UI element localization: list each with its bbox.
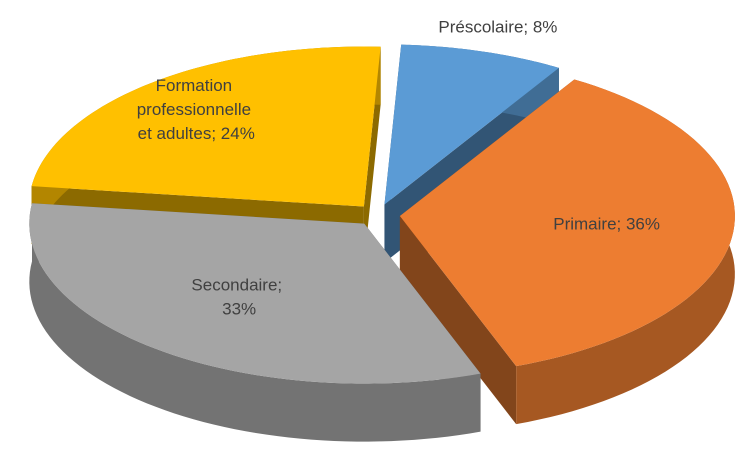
slice-top	[29, 203, 481, 384]
slice-top	[399, 79, 735, 367]
data-label: Formation professionnelle et adultes; 24…	[137, 76, 256, 143]
data-label: Préscolaire; 8%	[438, 18, 557, 37]
slice	[29, 203, 481, 442]
slice-wall	[29, 203, 481, 442]
data-label-line: Préscolaire; 8%	[438, 18, 557, 37]
data-label-line: et adultes; 24%	[138, 124, 255, 143]
data-label-line: professionnelle	[137, 100, 256, 119]
data-label-line: Secondaire;	[191, 276, 286, 295]
slice-side	[399, 216, 517, 425]
data-label: Primaire; 36%	[553, 215, 660, 234]
data-label-line: Primaire; 36%	[553, 215, 660, 234]
slice-top	[384, 44, 559, 205]
slice	[399, 79, 735, 425]
data-label: Secondaire; 33%	[191, 276, 286, 319]
data-label-line: Formation	[156, 76, 237, 95]
data-label-line: 33%	[222, 300, 256, 319]
slice-top	[31, 46, 381, 207]
